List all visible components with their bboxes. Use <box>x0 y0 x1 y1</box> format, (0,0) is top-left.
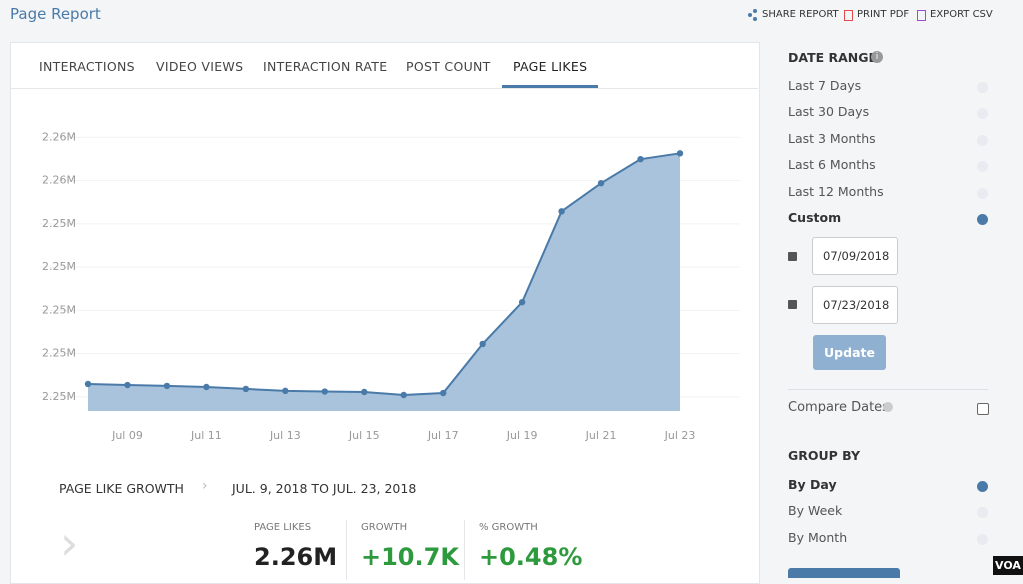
point <box>676 150 684 157</box>
range-option[interactable]: Last 3 Months <box>788 130 876 146</box>
tab-divider <box>11 88 758 89</box>
radio-dot[interactable] <box>977 507 988 519</box>
divider <box>788 389 988 390</box>
range-option[interactable]: Custom <box>788 210 842 225</box>
point <box>84 380 92 388</box>
x-tick-label: Jul 15 <box>348 429 380 442</box>
y-tick-label: 2.25M <box>42 303 76 316</box>
radio-dot[interactable] <box>977 533 988 545</box>
range-option[interactable]: Last 12 Months <box>788 183 884 199</box>
line <box>87 152 681 396</box>
point <box>637 155 644 163</box>
radio-dot[interactable] <box>977 214 988 225</box>
point <box>597 179 605 187</box>
radio-dot[interactable] <box>977 187 988 199</box>
range-option[interactable]: By Day <box>788 477 837 492</box>
range-option[interactable]: By Month <box>788 529 848 545</box>
stat-label: GROWTH <box>361 522 408 533</box>
point <box>163 382 171 390</box>
tab[interactable]: INTERACTIONS <box>39 59 135 74</box>
calendar-icon <box>788 252 797 261</box>
page-title: Page Report <box>10 5 101 23</box>
area <box>88 153 680 411</box>
stat-value: 2.26M <box>254 543 338 571</box>
y-tick-label: 2.25M <box>42 217 76 230</box>
start-date[interactable]: 07/09/2018 <box>812 237 898 275</box>
chevron: › <box>202 478 208 494</box>
x-tick-label: Jul 17 <box>427 429 459 442</box>
y-tick-label: 2.25M <box>42 390 76 403</box>
point <box>361 388 368 396</box>
y-tick-label: 2.26M <box>42 130 76 143</box>
tab[interactable]: PAGE LIKES <box>513 59 588 74</box>
x-tick-label: Jul 11 <box>190 429 222 442</box>
apply-button[interactable] <box>788 568 900 578</box>
print-pdf[interactable]: PRINT PDF <box>857 9 910 20</box>
x-tick-label: Jul 13 <box>269 429 301 442</box>
point <box>518 298 526 306</box>
active-tab-underline <box>502 85 599 88</box>
stat-value: +0.48% <box>479 543 583 571</box>
calendar-icon <box>788 300 797 309</box>
tab[interactable]: POST COUNT <box>406 59 491 74</box>
radio-dot[interactable] <box>977 161 988 173</box>
stat-divider <box>346 520 347 580</box>
pdf-icon <box>844 10 853 21</box>
x-tick-label: Jul 21 <box>585 429 617 442</box>
point <box>282 387 289 395</box>
tab[interactable]: INTERACTION RATE <box>263 59 388 74</box>
stat-value: +10.7K <box>361 543 459 571</box>
radio-dot[interactable] <box>977 481 988 492</box>
radio-dot[interactable] <box>977 108 988 120</box>
point <box>440 389 447 397</box>
point <box>400 391 407 399</box>
action-icons <box>748 9 757 21</box>
y-tick-label: 2.25M <box>42 260 76 273</box>
stat-label: PAGE LIKES <box>254 522 312 533</box>
group-by-title: GROUP BY <box>788 448 861 463</box>
date-range-title: DATE RANGE <box>788 50 878 65</box>
export-csv[interactable]: EXPORT CSV <box>930 9 993 20</box>
tab[interactable]: VIDEO VIEWS <box>156 59 244 74</box>
point <box>203 383 210 391</box>
point <box>124 381 131 389</box>
csv-icon <box>917 10 926 21</box>
update-button[interactable]: Update <box>813 335 886 370</box>
point <box>242 385 250 393</box>
x-tick-label: Jul 09 <box>111 429 143 442</box>
point <box>321 388 328 395</box>
info-icon: i <box>871 51 883 63</box>
prev-arrow[interactable]: › <box>60 516 79 570</box>
radio-dot[interactable] <box>977 82 988 93</box>
range-option[interactable]: Last 30 Days <box>788 104 870 120</box>
info-icon <box>883 402 893 412</box>
x-tick-label: Jul 23 <box>664 429 696 442</box>
stat-label: % GROWTH <box>479 522 538 533</box>
range-option[interactable]: By Week <box>788 503 843 519</box>
radio-dot[interactable] <box>977 134 988 146</box>
summary-range: JUL. 9, 2018 TO JUL. 23, 2018 <box>232 481 417 496</box>
stat-divider <box>464 520 465 580</box>
compare-dates: Compare Dates <box>788 400 889 415</box>
y-tick-label: 2.25M <box>42 347 76 360</box>
watermark: VOA <box>993 556 1023 575</box>
y-tick-label: 2.26M <box>42 174 76 187</box>
range-option[interactable]: Last 7 Days <box>788 78 862 93</box>
x-tick-label: Jul 19 <box>506 429 538 442</box>
point <box>558 208 565 215</box>
summary-title: PAGE LIKE GROWTH <box>59 481 184 496</box>
range-option[interactable]: Last 6 Months <box>788 157 876 173</box>
compare-checkbox[interactable] <box>977 403 989 415</box>
share-report[interactable]: SHARE REPORT <box>762 9 839 20</box>
point <box>479 340 486 348</box>
end-date[interactable]: 07/23/2018 <box>812 286 898 324</box>
